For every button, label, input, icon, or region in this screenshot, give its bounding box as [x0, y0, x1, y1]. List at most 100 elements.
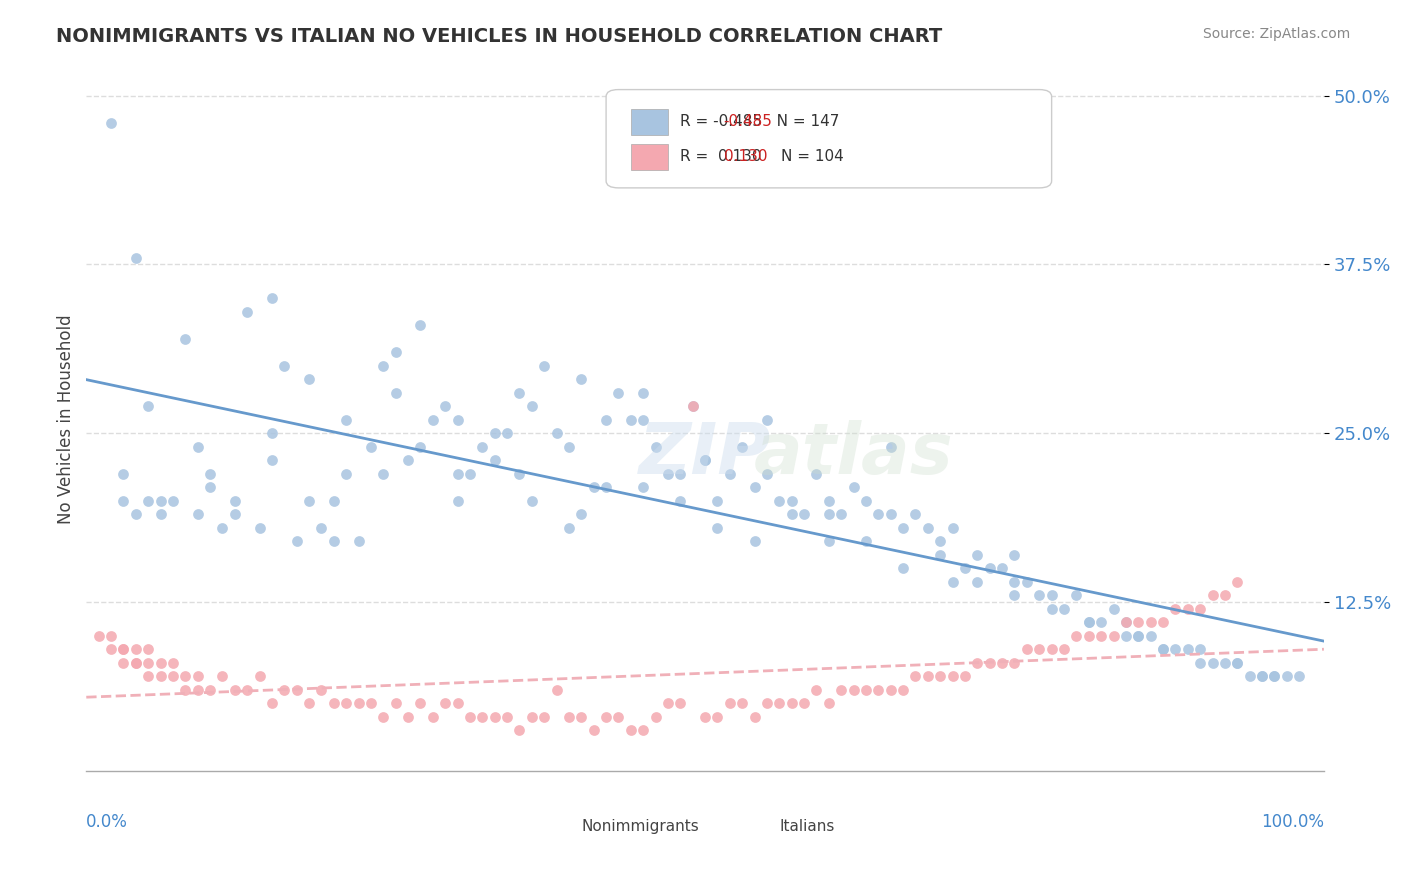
- Point: [842, 682, 865, 697]
- Point: [607, 709, 630, 723]
- Point: [409, 318, 432, 332]
- Point: [311, 682, 333, 697]
- Point: [768, 696, 790, 710]
- Point: [149, 507, 172, 521]
- Point: [891, 520, 914, 534]
- Point: [496, 426, 519, 441]
- Point: [1115, 615, 1137, 629]
- Point: [373, 467, 395, 481]
- Point: [1288, 669, 1310, 683]
- Point: [1102, 629, 1125, 643]
- Point: [446, 412, 468, 426]
- FancyBboxPatch shape: [742, 818, 773, 834]
- Point: [880, 440, 903, 454]
- Point: [1139, 615, 1161, 629]
- Point: [446, 696, 468, 710]
- Point: [471, 440, 494, 454]
- Point: [249, 669, 271, 683]
- Point: [260, 696, 283, 710]
- Point: [335, 696, 357, 710]
- Point: [868, 507, 890, 521]
- Text: Source: ZipAtlas.com: Source: ZipAtlas.com: [1202, 27, 1350, 41]
- Point: [112, 656, 135, 670]
- Point: [125, 656, 148, 670]
- Point: [693, 709, 716, 723]
- Point: [693, 453, 716, 467]
- Point: [818, 507, 841, 521]
- Point: [706, 709, 728, 723]
- Point: [917, 520, 939, 534]
- Point: [1239, 669, 1261, 683]
- Point: [112, 642, 135, 657]
- Text: Italians: Italians: [779, 819, 835, 834]
- Text: R = -0.485   N = 147: R = -0.485 N = 147: [681, 114, 839, 129]
- Text: NONIMMIGRANTS VS ITALIAN NO VEHICLES IN HOUSEHOLD CORRELATION CHART: NONIMMIGRANTS VS ITALIAN NO VEHICLES IN …: [56, 27, 942, 45]
- Point: [496, 709, 519, 723]
- Point: [149, 656, 172, 670]
- Point: [1128, 629, 1150, 643]
- Point: [806, 682, 828, 697]
- Y-axis label: No Vehicles in Household: No Vehicles in Household: [58, 315, 75, 524]
- Point: [855, 493, 877, 508]
- Point: [100, 642, 122, 657]
- Point: [657, 696, 679, 710]
- Point: [1226, 574, 1249, 589]
- Point: [187, 682, 209, 697]
- Point: [298, 696, 321, 710]
- Text: Nonimmigrants: Nonimmigrants: [581, 819, 699, 834]
- Point: [446, 493, 468, 508]
- Point: [644, 709, 666, 723]
- Point: [1152, 642, 1174, 657]
- Point: [595, 412, 617, 426]
- Point: [644, 440, 666, 454]
- Point: [731, 696, 754, 710]
- Point: [1066, 588, 1088, 602]
- Point: [396, 709, 419, 723]
- Point: [125, 251, 148, 265]
- Point: [1201, 656, 1223, 670]
- Point: [991, 561, 1014, 575]
- Point: [384, 385, 406, 400]
- Point: [1189, 642, 1212, 657]
- Point: [162, 493, 184, 508]
- Point: [422, 709, 444, 723]
- Point: [136, 669, 159, 683]
- Point: [1139, 629, 1161, 643]
- Point: [508, 385, 530, 400]
- Point: [384, 696, 406, 710]
- Point: [631, 385, 654, 400]
- Point: [187, 440, 209, 454]
- Point: [149, 493, 172, 508]
- Point: [298, 372, 321, 386]
- Point: [484, 426, 506, 441]
- Point: [458, 467, 481, 481]
- Point: [917, 669, 939, 683]
- Point: [595, 709, 617, 723]
- Point: [1128, 629, 1150, 643]
- Point: [1077, 615, 1099, 629]
- Point: [780, 696, 803, 710]
- Point: [1189, 601, 1212, 615]
- Point: [929, 534, 952, 549]
- Point: [868, 682, 890, 697]
- Point: [136, 656, 159, 670]
- Point: [756, 696, 779, 710]
- Text: -0.485: -0.485: [724, 114, 772, 129]
- Point: [100, 115, 122, 129]
- Point: [1263, 669, 1285, 683]
- FancyBboxPatch shape: [631, 144, 668, 170]
- Point: [174, 682, 197, 697]
- Point: [458, 709, 481, 723]
- Point: [1164, 601, 1187, 615]
- Point: [533, 709, 555, 723]
- Point: [953, 669, 976, 683]
- Point: [409, 696, 432, 710]
- Point: [756, 467, 779, 481]
- Point: [891, 561, 914, 575]
- Point: [136, 399, 159, 413]
- Point: [669, 696, 692, 710]
- Point: [595, 480, 617, 494]
- Point: [211, 520, 233, 534]
- Point: [347, 534, 370, 549]
- Point: [112, 467, 135, 481]
